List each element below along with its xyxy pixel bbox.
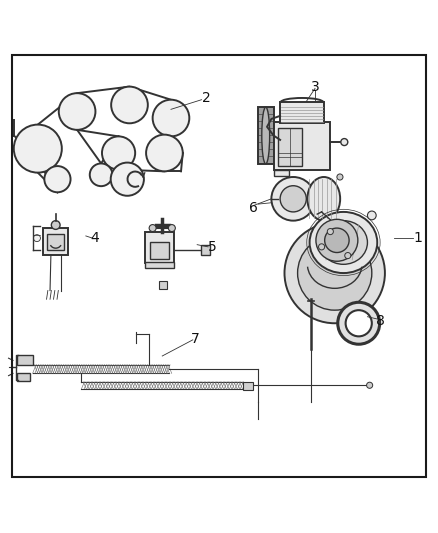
Circle shape (285, 223, 385, 323)
Text: 5: 5 (208, 240, 217, 254)
Circle shape (111, 87, 148, 123)
Bar (145, 262, 174, 268)
Circle shape (341, 139, 348, 146)
Circle shape (316, 220, 358, 261)
Circle shape (318, 244, 325, 250)
Circle shape (102, 136, 135, 169)
Circle shape (272, 177, 315, 221)
Text: 1: 1 (413, 231, 422, 245)
Ellipse shape (262, 107, 270, 164)
Text: 3: 3 (311, 80, 319, 94)
Circle shape (152, 100, 189, 136)
Circle shape (168, 224, 175, 231)
Circle shape (325, 228, 349, 253)
Bar (280, 102, 324, 123)
Circle shape (346, 310, 372, 336)
Text: 7: 7 (191, 332, 199, 345)
Circle shape (59, 93, 95, 130)
Bar (159, 281, 166, 289)
Text: 8: 8 (376, 314, 385, 328)
Bar (145, 231, 174, 263)
Circle shape (338, 302, 380, 344)
Circle shape (149, 224, 156, 231)
Bar (278, 128, 302, 166)
Bar (17, 355, 32, 365)
Circle shape (146, 135, 183, 171)
Text: 6: 6 (250, 200, 258, 215)
Circle shape (367, 211, 376, 220)
Bar (17, 374, 30, 381)
Circle shape (367, 382, 373, 389)
Circle shape (337, 174, 343, 180)
Bar (258, 107, 274, 164)
Text: 2: 2 (201, 91, 210, 106)
Ellipse shape (307, 177, 340, 221)
Circle shape (297, 236, 372, 310)
Circle shape (327, 229, 333, 235)
Circle shape (33, 235, 40, 241)
Bar (150, 242, 169, 259)
Circle shape (51, 221, 60, 229)
Bar (201, 245, 210, 255)
Bar (47, 234, 64, 251)
Bar (43, 228, 68, 255)
Circle shape (90, 164, 113, 186)
Circle shape (280, 185, 306, 212)
Circle shape (345, 253, 351, 259)
Text: 4: 4 (90, 231, 99, 245)
Circle shape (111, 163, 144, 196)
Bar (274, 169, 289, 176)
Circle shape (44, 166, 71, 192)
Circle shape (14, 125, 62, 173)
Bar (274, 123, 330, 171)
Bar (243, 382, 253, 391)
Ellipse shape (310, 212, 377, 273)
Ellipse shape (319, 221, 367, 264)
